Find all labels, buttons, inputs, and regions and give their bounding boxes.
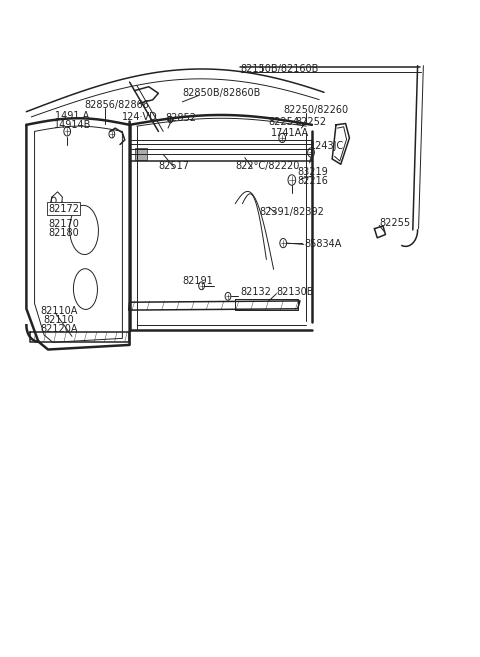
Text: 82172: 82172 [48, 204, 79, 214]
Text: 82850B/82860B: 82850B/82860B [182, 88, 261, 99]
Text: 1741AA: 1741AA [271, 127, 309, 138]
Text: 1491 A: 1491 A [55, 110, 89, 121]
Text: 82391/82392: 82391/82392 [259, 206, 324, 217]
Text: 82110: 82110 [43, 315, 74, 325]
Text: 82110A: 82110A [41, 306, 78, 316]
Text: 124·VD: 124·VD [122, 112, 158, 122]
Text: 82852: 82852 [166, 113, 197, 124]
Text: 82255: 82255 [379, 218, 410, 229]
Text: 82856/82866: 82856/82866 [84, 100, 149, 110]
Text: 82180: 82180 [48, 228, 79, 238]
Text: 82517: 82517 [158, 160, 190, 171]
Text: 82132: 82132 [240, 286, 271, 297]
Text: 82254: 82254 [269, 116, 300, 127]
Text: 82120A: 82120A [41, 324, 78, 334]
Text: 822°C/82220: 822°C/82220 [235, 160, 300, 171]
Text: 82130B: 82130B [276, 286, 313, 297]
Text: 82216: 82216 [298, 175, 328, 186]
Text: 82150B/82160B: 82150B/82160B [240, 64, 318, 74]
Text: 1243JC: 1243JC [310, 141, 344, 151]
Text: 14914B: 14914B [54, 120, 92, 130]
Text: 83219: 83219 [298, 167, 328, 177]
Text: 82250/82260: 82250/82260 [283, 105, 348, 116]
Text: 82252: 82252 [295, 116, 326, 127]
Text: 82170: 82170 [48, 219, 79, 229]
Text: 85834A: 85834A [305, 239, 342, 250]
Text: 82191: 82191 [182, 276, 213, 286]
Text: 82172: 82172 [48, 204, 79, 214]
Bar [135, 148, 147, 160]
